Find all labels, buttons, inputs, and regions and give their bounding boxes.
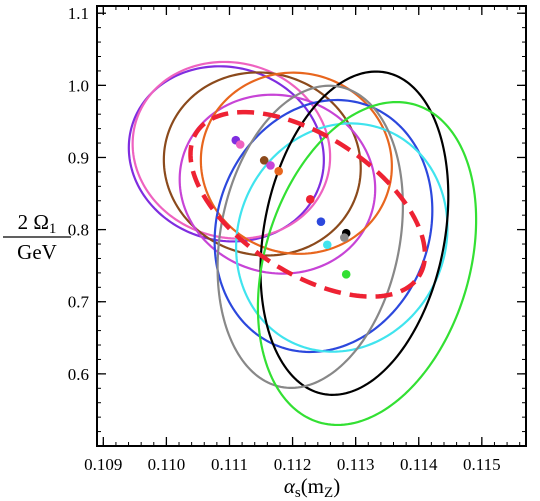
y-tick-label: 0.9	[68, 148, 89, 167]
axis-ticks	[97, 6, 526, 447]
x-tick-label: 0.111	[211, 455, 248, 474]
plot-area	[127, 60, 478, 427]
x-axis-title-sub2: Z	[324, 485, 333, 501]
ellipse	[235, 122, 449, 353]
data-point	[274, 166, 283, 176]
x-axis-title-sub1: s	[295, 485, 301, 501]
data-point	[316, 217, 326, 226]
dashed-ellipse	[188, 109, 428, 299]
x-tick-label: 0.115	[463, 455, 501, 474]
ellipse	[256, 100, 478, 427]
data-point	[259, 156, 269, 165]
y-axis-title-numerator-prefix: 2 Ω	[18, 210, 49, 234]
x-tick-label: 0.109	[84, 455, 122, 474]
y-axis-title-numerator-sub: 1	[49, 221, 57, 237]
x-axis-title: αs(mZ)	[284, 474, 340, 501]
data-point	[341, 270, 351, 279]
ellipse	[259, 70, 450, 396]
data-point	[235, 140, 245, 149]
x-axis-title-mid: (m	[301, 474, 324, 498]
ellipse	[127, 65, 325, 243]
y-tick-label: 1.1	[68, 4, 89, 23]
y-tick-label: 0.7	[68, 293, 90, 312]
y-axis-title-numerator: 2 Ω1	[18, 210, 57, 237]
data-point	[322, 240, 332, 250]
plot-frame	[96, 5, 527, 447]
ellipse-group	[127, 60, 478, 427]
y-tick-label: 0.8	[68, 221, 89, 240]
x-tick-label: 0.112	[274, 455, 312, 474]
x-axis-title-main: α	[284, 474, 296, 498]
point-group	[231, 135, 351, 279]
data-point	[266, 161, 275, 170]
tick-labels: 0.109 0.110 0.111 0.112 0.113 0.114 0.115 0.6 0.…	[68, 4, 501, 474]
x-tick-label: 0.113	[337, 455, 375, 474]
y-axis-title: 2 Ω1 GeV	[3, 210, 71, 264]
ellipse	[131, 60, 332, 240]
y-tick-label: 0.6	[68, 365, 89, 384]
ellipse	[199, 71, 393, 255]
data-point	[340, 233, 349, 242]
x-tick-label: 0.114	[400, 455, 438, 474]
data-point	[305, 195, 315, 204]
x-axis-title-end: )	[333, 474, 340, 498]
y-tick-label: 1.0	[68, 76, 89, 95]
y-axis-title-denominator: GeV	[17, 240, 57, 264]
ellipse	[213, 98, 434, 354]
x-tick-label: 0.110	[148, 455, 186, 474]
